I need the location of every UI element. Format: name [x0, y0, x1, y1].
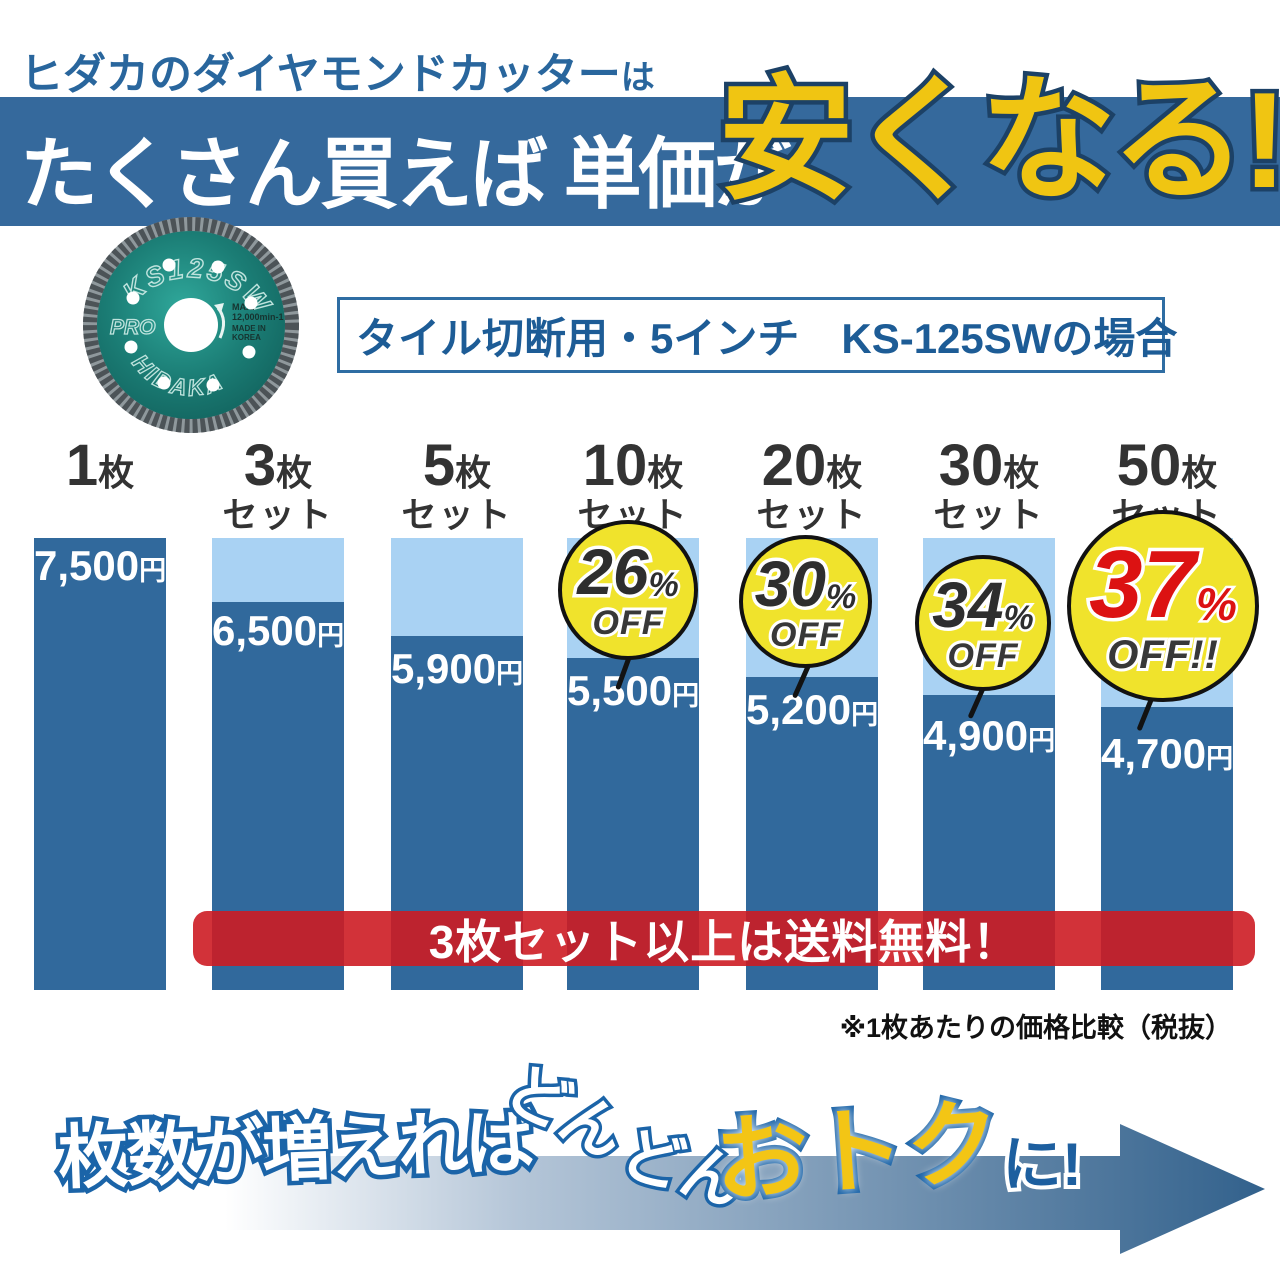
price-label: 4,900円	[923, 712, 1056, 759]
product-label: タイル切断用・5インチ KS-125SWの場合	[356, 314, 1178, 362]
disc-grade-text: PRO	[110, 316, 156, 339]
header-band	[0, 97, 1280, 226]
disc-hole	[126, 291, 140, 305]
chart-column-2: 3枚 セット 6,500円	[212, 432, 344, 990]
disc-hole	[162, 258, 176, 272]
discount-badge-26: 26% OFF	[558, 520, 698, 660]
quantity-label: 5枚	[422, 433, 492, 498]
quantity-label: 20枚	[761, 433, 863, 498]
disc-hole	[211, 260, 225, 274]
disc-rotation-arrowhead	[214, 303, 224, 313]
price-label: 5,900円	[391, 645, 524, 692]
price-note: ※1枚あたりの価格比較（税抜）	[839, 1013, 1232, 1043]
price-bar	[34, 538, 166, 990]
disc-origin-1: MADE IN	[232, 324, 266, 333]
product-disc-image: KS125SW PRO HIDAKA MAX. 12,000min-1 MADE…	[80, 214, 302, 436]
price-label: 6,500円	[212, 607, 345, 654]
header-subtitle-main: ヒダカのダイヤモンドカッター	[20, 51, 621, 99]
price-label: 5,200円	[746, 686, 879, 733]
quantity-label: 3枚	[243, 433, 313, 498]
footer-text-main: 枚数が増えれば	[52, 1098, 539, 1202]
disc-spec-max: MAX.	[232, 302, 255, 312]
price-label: 4,700円	[1101, 730, 1234, 777]
discount-badge-34: 34% OFF	[915, 555, 1051, 691]
disc-spec-rpm: 12,000min-1	[232, 312, 284, 322]
header-highlight: 安くなる!	[713, 59, 1280, 220]
footer-arrow-shape	[225, 1124, 1265, 1254]
price-label: 7,500円	[34, 542, 167, 589]
quantity-label: 10枚	[582, 433, 684, 498]
disc-svg: KS125SW PRO HIDAKA MAX. 12,000min-1 MADE…	[83, 217, 299, 433]
header-title: たくさん買えば 単価が	[20, 130, 792, 218]
price-label: 5,500円	[567, 667, 700, 714]
free-shipping-text: 3枚セット以上は送料無料！	[428, 915, 1020, 968]
disc-center-hole	[164, 298, 218, 352]
footer-arrow	[225, 1124, 1265, 1254]
discount-badge-30: 30% OFF	[739, 535, 872, 668]
set-label: セット	[222, 495, 334, 535]
disc-hole	[157, 376, 171, 390]
header-subtitle-suffix: は	[620, 59, 655, 97]
disc-hole	[244, 296, 258, 310]
free-shipping-banner: 3枚セット以上は送料無料！	[193, 911, 1255, 968]
header-subtitle: ヒダカのダイヤモンドカッターは	[20, 40, 655, 102]
disc-origin-2: KOREA	[232, 333, 261, 342]
footer-text-suffix: に!	[998, 1127, 1086, 1202]
disc-hole	[242, 345, 256, 359]
footer-text-otoku: おトク	[707, 1085, 1011, 1219]
quantity-label: 30枚	[938, 433, 1040, 498]
product-label-box: タイル切断用・5インチ KS-125SWの場合	[337, 297, 1177, 373]
discount-badge-37: 37% OFF!!	[1067, 510, 1259, 702]
disc-serrated-rim	[83, 217, 299, 433]
set-label: セット	[933, 495, 1045, 535]
disc-hole	[124, 340, 138, 354]
disc-hole	[206, 378, 220, 392]
quantity-label: 1枚	[65, 433, 135, 498]
quantity-label: 50枚	[1116, 433, 1218, 498]
set-label: セット	[756, 495, 868, 535]
chart-column-1: 1枚 7,500円	[34, 432, 166, 990]
set-label: セット	[401, 495, 513, 535]
